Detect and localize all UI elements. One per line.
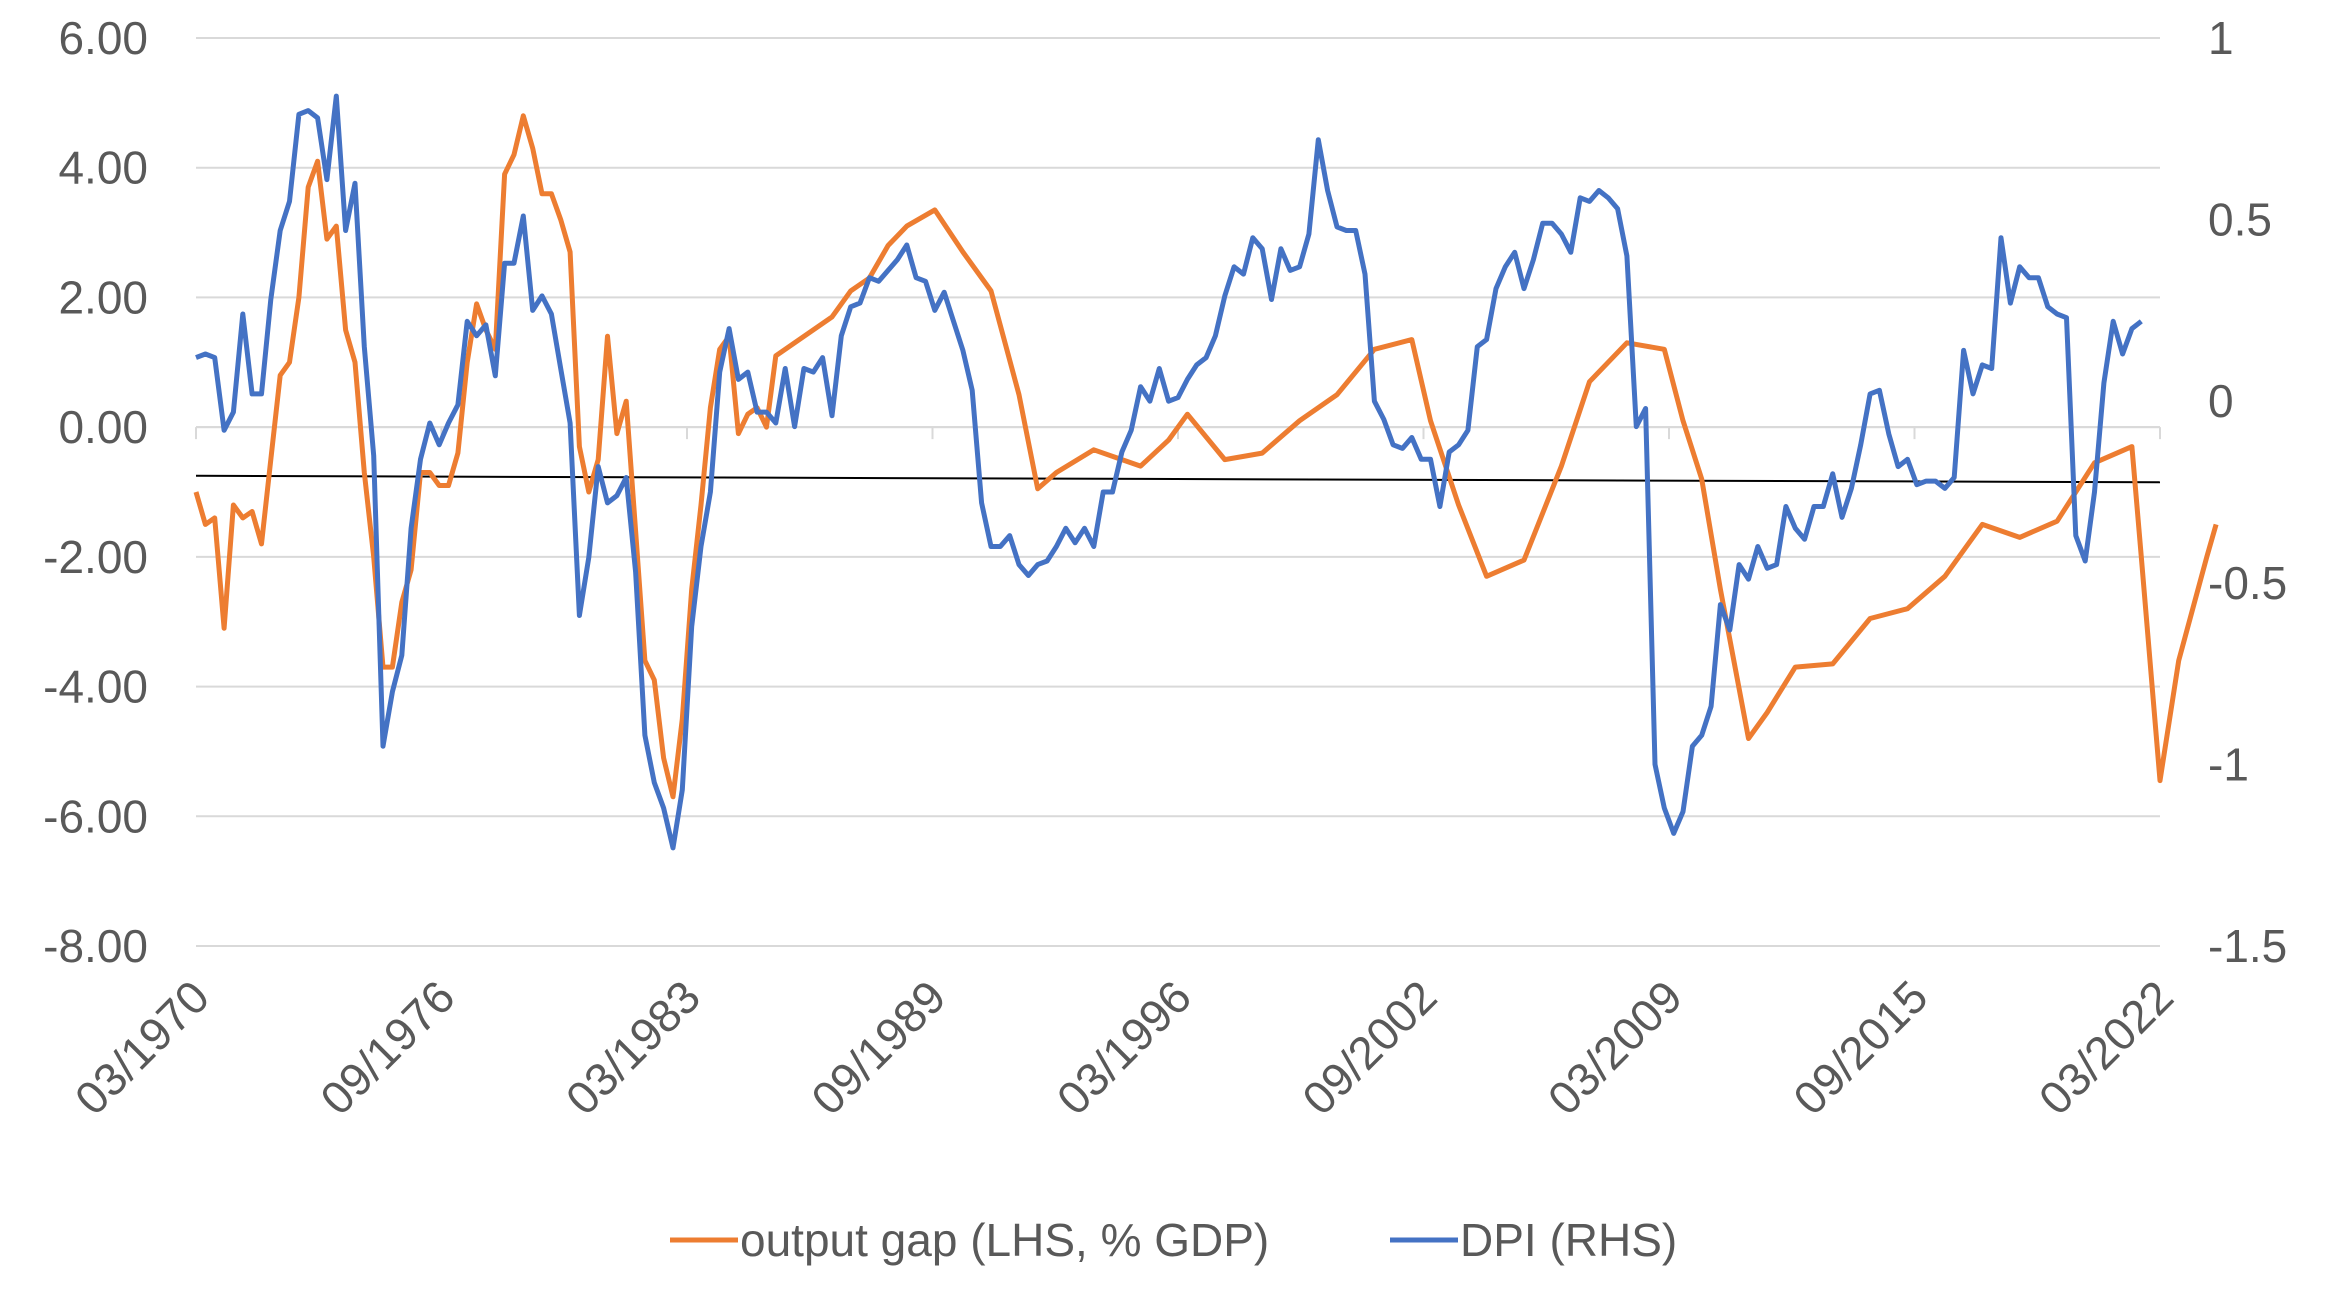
legend-item-dpi: DPI (RHS) [1390,1214,1677,1266]
dpi-series-line [195,93,2143,851]
left-y-tick-label: -2.00 [43,531,148,583]
right-y-tick-label: 0.5 [2208,194,2272,246]
right-y-tick-label: -0.5 [2208,557,2287,609]
left-y-tick-label: 6.00 [58,12,148,64]
legend-label: output gap (LHS, % GDP) [740,1214,1269,1266]
left-y-tick-label: -6.00 [43,790,148,842]
series-lines [193,93,2219,851]
trend-line [195,474,2161,484]
x-tick-label: 09/2015 [1783,970,1937,1124]
left-y-tick-label: 2.00 [58,271,148,323]
x-tick-label: 03/1996 [1047,970,1201,1124]
x-tick-label: 09/1989 [801,970,955,1124]
legend: output gap (LHS, % GDP) DPI (RHS) [670,1214,1677,1266]
left-y-tick-label: -4.00 [43,661,148,713]
legend-label: DPI (RHS) [1460,1214,1677,1266]
x-tick-label: 09/1976 [310,970,464,1124]
left-y-tick-label: 4.00 [58,142,148,194]
right-y-tick-label: -1.5 [2208,920,2287,972]
x-tick-label: 03/1970 [65,970,219,1124]
left-y-axis: 6.00 4.00 2.00 0.00 -2.00 -4.00 -6.00 -8.00 [43,12,148,972]
right-y-tick-label: -1 [2208,738,2249,790]
right-y-axis: 1 0.5 0 -0.5 -1 -1.5 [2208,12,2287,972]
right-y-tick-label: 1 [2208,12,2234,64]
x-axis-labels: 03/1970 09/1976 03/1983 09/1989 03/1996 09/20… [65,970,2183,1124]
x-tick-label: 09/2002 [1292,970,1446,1124]
x-tick-label: 03/2009 [1538,970,1692,1124]
left-y-tick-label: -8.00 [43,920,148,972]
gridlines [196,37,2160,947]
x-tick-label: 03/2022 [2029,970,2183,1124]
output-gap-series-line [193,113,2219,800]
legend-item-output-gap: output gap (LHS, % GDP) [670,1214,1269,1266]
x-tick-label: 03/1983 [556,970,710,1124]
left-y-tick-label: 0.00 [58,401,148,453]
right-y-tick-label: 0 [2208,375,2234,427]
